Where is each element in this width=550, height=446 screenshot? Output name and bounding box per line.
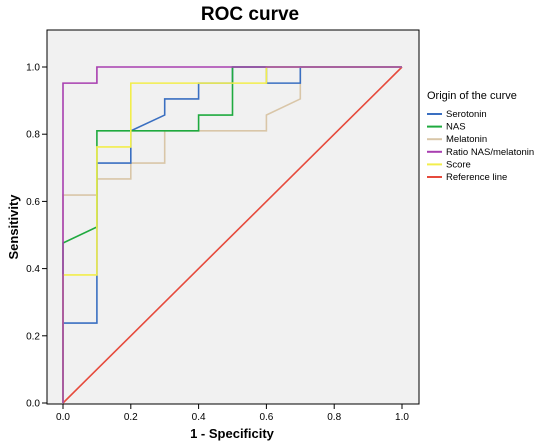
legend: Origin of the curve Serotonin NASMelatoni… — [427, 90, 534, 183]
y-axis-label: Sensitivity — [6, 194, 21, 260]
y-tick-label: 0.6 — [26, 197, 40, 208]
series-line-reference-line — [62, 66, 403, 404]
x-tick-label: 0.0 — [56, 412, 70, 423]
series-line-score — [62, 66, 402, 403]
legend-label-nas: NAS — [446, 122, 466, 133]
series-lines — [62, 66, 403, 404]
series-line-nas — [62, 66, 402, 403]
y-tick-label: 0.4 — [26, 264, 40, 275]
legend-label-ratio-nas-melatonin: Ratio NAS/melatonin — [446, 147, 534, 158]
x-axis-label: 1 - Specificity — [190, 426, 275, 441]
legend-label-score: Score — [446, 159, 471, 170]
x-tick-label: 0.4 — [192, 412, 206, 423]
x-tick-label: 0.6 — [259, 412, 273, 423]
y-tick-label: 0.2 — [26, 331, 40, 342]
y-tick-label: 0.8 — [26, 130, 40, 141]
x-tick-label: 0.2 — [124, 412, 138, 423]
y-axis: 0.0 0.2 0.4 0.6 0.8 1.0 — [26, 63, 47, 410]
legend-title: Origin of the curve — [427, 90, 517, 102]
x-tick-label: 0.8 — [327, 412, 341, 423]
legend-label-melatonin: Melatonin — [446, 134, 487, 145]
y-tick-label: 0.0 — [26, 399, 40, 410]
y-tick-label: 1.0 — [26, 63, 40, 74]
legend-label-reference-line: Reference line — [446, 172, 507, 183]
series-line-ratio-nas-melatonin — [62, 66, 402, 403]
x-tick-label: 1.0 — [395, 412, 409, 423]
chart-title: ROC curve — [201, 4, 299, 25]
x-axis: 0.0 0.2 0.4 0.6 0.8 1.0 — [56, 404, 409, 423]
legend-label-serotonin: Serotonin — [446, 109, 487, 120]
